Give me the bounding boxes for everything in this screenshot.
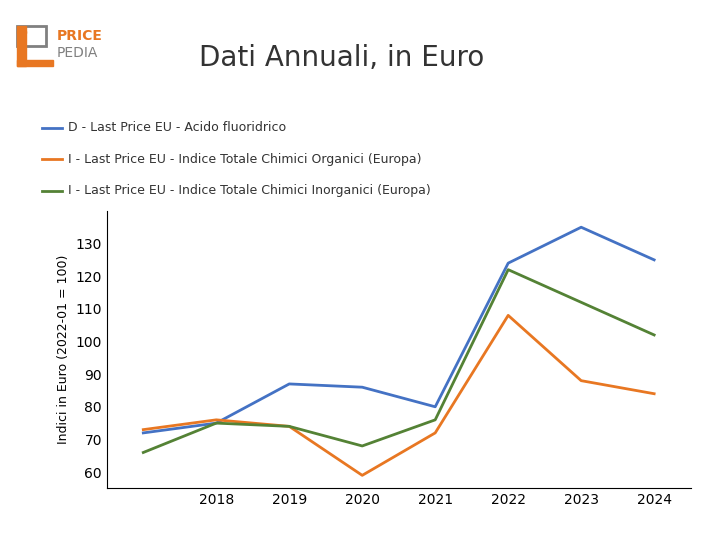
Y-axis label: Indici in Euro (2022-01 = 100): Indici in Euro (2022-01 = 100) (57, 255, 70, 445)
Text: PRICE: PRICE (57, 29, 103, 43)
Bar (17, 60, 53, 66)
Bar (17, 31, 26, 66)
Text: I - Last Price EU - Indice Totale Chimici Inorganici (Europa): I - Last Price EU - Indice Totale Chimic… (68, 184, 431, 198)
Text: D - Last Price EU - Acido fluoridrico: D - Last Price EU - Acido fluoridrico (68, 121, 286, 134)
Bar (17, 26, 26, 33)
Text: I - Last Price EU - Indice Totale Chimici Organici (Europa): I - Last Price EU - Indice Totale Chimic… (68, 153, 422, 166)
Text: PEDIA: PEDIA (57, 46, 98, 60)
Text: Dati Annuali, in Euro: Dati Annuali, in Euro (199, 44, 485, 72)
